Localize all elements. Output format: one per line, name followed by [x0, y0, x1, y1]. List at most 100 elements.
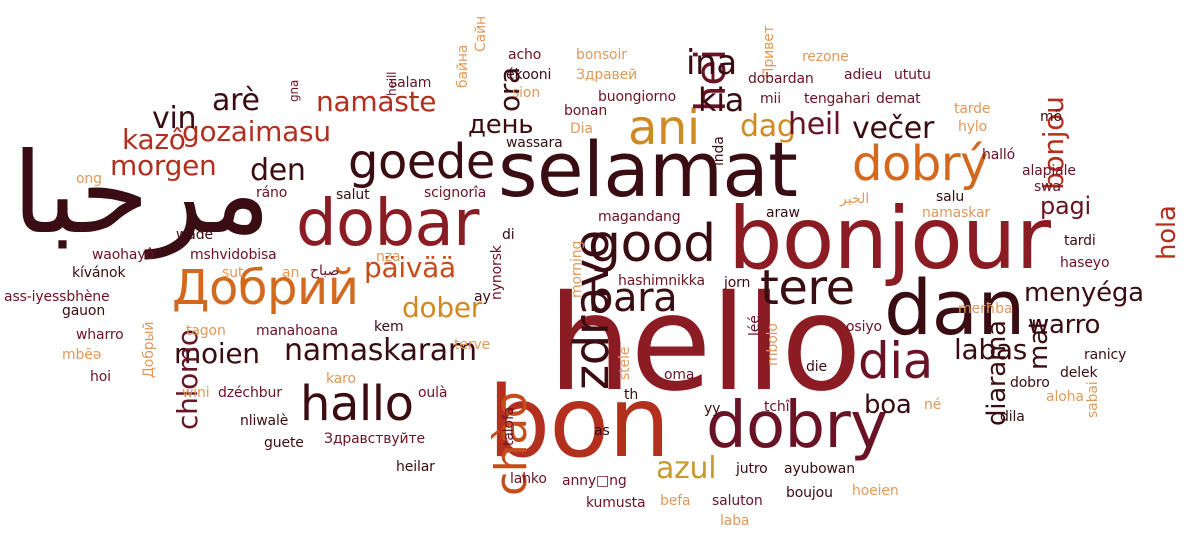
word: tere	[760, 260, 855, 316]
word: dia	[858, 332, 933, 390]
word: heil	[788, 107, 841, 142]
word: dag	[740, 109, 796, 144]
word: laba	[720, 513, 750, 529]
word: léé	[747, 315, 763, 336]
word: pagi	[1040, 192, 1091, 220]
word: tchî	[764, 399, 790, 415]
word: inda	[711, 136, 727, 166]
word: heill	[385, 71, 399, 96]
word: befa	[660, 493, 691, 509]
word: hylo	[958, 119, 988, 135]
word: ass-iyessbhène	[4, 289, 110, 305]
word: ranicy	[1084, 347, 1127, 363]
word: nza	[376, 249, 401, 265]
word: talofa	[501, 406, 517, 446]
word: boujou	[786, 485, 833, 501]
word: né	[924, 397, 942, 413]
word: ina	[686, 43, 737, 83]
word: sabai	[1085, 381, 1101, 418]
word: aloha	[1046, 389, 1084, 405]
word: Здравей	[576, 67, 638, 83]
word: kem	[374, 319, 404, 335]
word: hoeien	[852, 483, 899, 499]
word: wassara	[506, 135, 563, 151]
word: oulà	[418, 385, 448, 401]
word: morning	[569, 240, 585, 298]
word: gozaimasu	[182, 115, 331, 148]
word: goede	[348, 134, 495, 190]
word: hashimnikka	[618, 273, 705, 289]
word: bonjour	[728, 189, 1051, 289]
word: jorn	[724, 275, 751, 291]
word: dobry	[706, 389, 888, 463]
word: gna	[287, 79, 301, 102]
word: arè	[212, 83, 260, 118]
word: namaste	[316, 85, 437, 118]
word: mat	[1024, 319, 1054, 370]
word: menyéga	[1024, 278, 1144, 308]
word: karo	[326, 371, 356, 387]
word: päivää	[364, 251, 456, 284]
word: nynorsk	[489, 245, 505, 300]
word: good	[588, 214, 716, 274]
word: haseyo	[1060, 255, 1110, 271]
word: die	[806, 359, 827, 375]
word: acho	[508, 47, 542, 63]
word: chlomo	[171, 329, 204, 430]
word: mshvidobisa	[190, 247, 277, 263]
word: صباح	[310, 263, 340, 279]
word: merħba	[958, 301, 1013, 317]
word: terve	[454, 337, 491, 353]
word: anny□ng	[562, 473, 627, 489]
word: Здравствуйте	[324, 431, 425, 447]
word: scignorîa	[424, 185, 487, 201]
word: den	[250, 153, 306, 188]
word: azul	[656, 451, 717, 486]
word: namaskar	[922, 205, 991, 221]
word: guete	[264, 435, 304, 451]
word: Сайн	[473, 15, 489, 52]
word: buongiorno	[598, 89, 677, 105]
word: kia	[698, 81, 745, 119]
word: bonan	[564, 103, 608, 119]
word: hoi	[90, 369, 111, 385]
word: an	[282, 265, 300, 281]
word: bon	[488, 366, 670, 480]
word: bara	[588, 275, 678, 321]
word: salut	[336, 187, 370, 203]
word: halló	[982, 147, 1016, 163]
word: magandang	[598, 209, 681, 225]
word: Dia	[570, 121, 593, 137]
word: dobar	[296, 187, 479, 261]
word: kívánok	[72, 265, 126, 281]
word: hola	[1152, 205, 1182, 260]
word: moien	[174, 337, 260, 370]
word: heilar	[396, 459, 435, 475]
word: nliwalè	[240, 413, 289, 429]
word: waohayô	[92, 247, 154, 263]
word: delek	[1060, 365, 1098, 381]
word: th	[624, 387, 639, 403]
word: selamat	[498, 125, 798, 214]
word: adieu	[844, 67, 883, 83]
word: večer	[852, 111, 934, 146]
word: ututu	[894, 67, 931, 83]
word: hello	[548, 267, 862, 421]
word: wini	[182, 385, 210, 401]
word: as	[594, 423, 610, 439]
word: день	[468, 110, 534, 140]
word: tardi	[1064, 233, 1096, 249]
word: tagon	[186, 323, 226, 339]
word: stele	[617, 346, 633, 380]
word: di	[502, 227, 515, 243]
word: dan	[884, 263, 1025, 352]
word: morgen	[110, 149, 217, 182]
word: sut	[222, 265, 244, 281]
word: Добрий	[172, 260, 359, 316]
word: ong	[76, 171, 102, 187]
word: bonsoir	[576, 47, 627, 63]
word: osiyo	[846, 319, 882, 335]
word: wharro	[76, 327, 124, 343]
word: مرحبا	[12, 129, 272, 259]
